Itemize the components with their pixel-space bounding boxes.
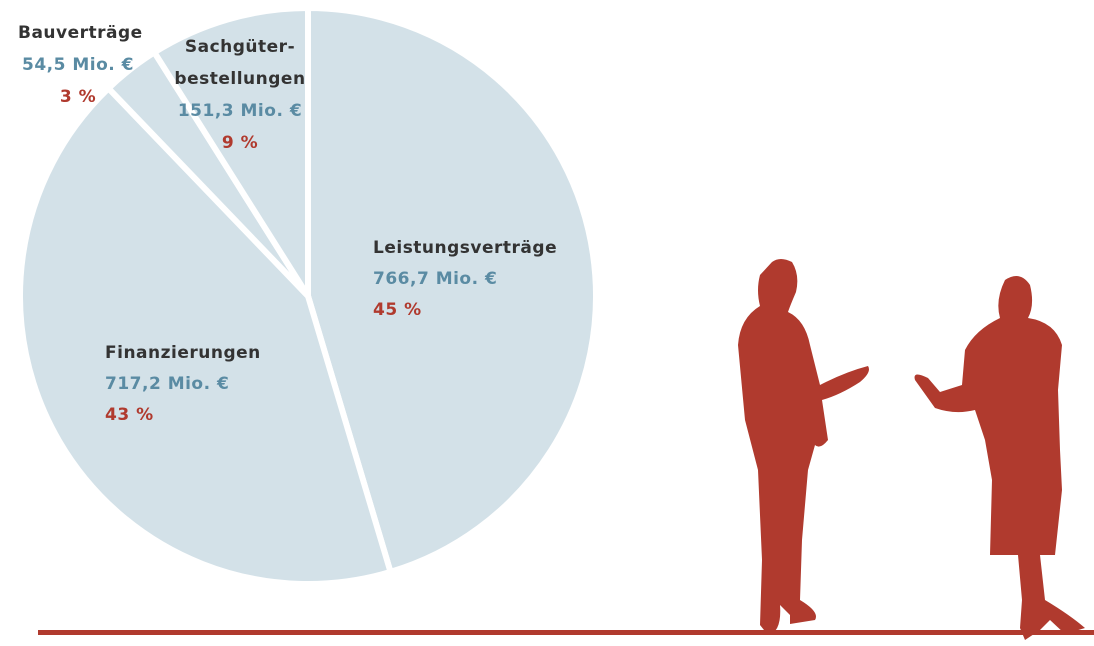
page: Leistungsverträge766,7 Mio. €45 % Finanzi… <box>0 0 1094 646</box>
slice-name: Bauverträge <box>18 17 138 49</box>
slice-share: 45 % <box>373 295 557 326</box>
slice-share: 9 % <box>165 127 315 159</box>
slice-value: 151,3 Mio. € <box>165 95 315 127</box>
silhouettes <box>738 259 1085 640</box>
man-silhouette <box>738 259 869 635</box>
slice-name: Finanzierungen <box>105 338 261 369</box>
woman-silhouette <box>915 276 1085 640</box>
slice-share: 43 % <box>105 400 261 431</box>
slice-name: Sachgüter- bestellungen <box>165 31 315 95</box>
slice-value: 766,7 Mio. € <box>373 264 557 295</box>
ground-line <box>38 630 1094 635</box>
slice-name: Leistungsverträge <box>373 233 557 264</box>
slice-value: 717,2 Mio. € <box>105 369 261 400</box>
slice-share: 3 % <box>18 81 138 113</box>
slice-value: 54,5 Mio. € <box>18 49 138 81</box>
